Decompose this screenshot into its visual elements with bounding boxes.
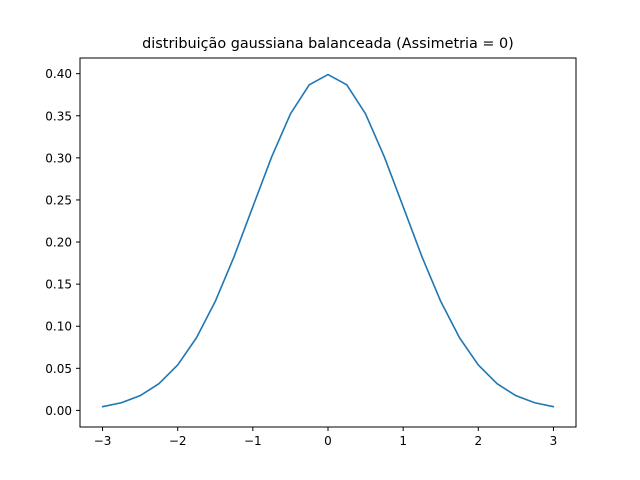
data-point bbox=[346, 84, 348, 86]
data-point bbox=[384, 156, 386, 158]
data-point bbox=[365, 113, 367, 115]
y-tick-label: 0.35 bbox=[45, 109, 72, 123]
y-tick-label: 0.20 bbox=[45, 236, 72, 250]
data-point bbox=[402, 206, 404, 208]
data-point bbox=[177, 364, 179, 366]
data-point bbox=[478, 364, 480, 366]
data-point bbox=[252, 206, 254, 208]
x-axis: −3 −2 −1 0 1 2 3 bbox=[94, 427, 558, 448]
data-point bbox=[308, 84, 310, 86]
data-point bbox=[271, 156, 273, 158]
series-layer bbox=[101, 73, 555, 408]
y-tick-label: 0.00 bbox=[45, 404, 72, 418]
y-tick-label: 0.05 bbox=[45, 362, 72, 376]
axes-frame bbox=[79, 57, 577, 428]
y-tick-label: 0.10 bbox=[45, 320, 72, 334]
data-point bbox=[158, 383, 160, 385]
data-point bbox=[496, 383, 498, 385]
data-point bbox=[214, 301, 216, 303]
data-point bbox=[196, 337, 198, 339]
data-point bbox=[440, 301, 442, 303]
data-point bbox=[327, 74, 329, 76]
data-point bbox=[459, 337, 461, 339]
data-point bbox=[421, 256, 423, 258]
data-point bbox=[139, 395, 141, 397]
data-point bbox=[534, 402, 536, 404]
x-tick-label: 1 bbox=[399, 434, 407, 448]
y-tick-label: 0.30 bbox=[45, 151, 72, 165]
data-point bbox=[102, 406, 104, 408]
series-line-0 bbox=[101, 73, 555, 408]
data-point bbox=[290, 113, 292, 115]
y-tick-label: 0.15 bbox=[45, 278, 72, 292]
plot-area: −3 −2 −1 0 1 2 3 0.000.050.100.150.200.250.300… bbox=[45, 57, 577, 448]
x-tick-label: −2 bbox=[169, 434, 187, 448]
x-tick-label: 0 bbox=[324, 434, 332, 448]
x-tick-label: −3 bbox=[94, 434, 112, 448]
x-tick-label: 3 bbox=[550, 434, 558, 448]
data-point bbox=[553, 406, 555, 408]
data-point bbox=[121, 402, 123, 404]
chart-title: distribuição gaussiana balanceada (Assim… bbox=[142, 36, 514, 52]
y-tick-label: 0.40 bbox=[45, 67, 72, 81]
data-point bbox=[515, 395, 517, 397]
y-axis: 0.00 0.05 0.10 0.15 0.20 0.25 0.30 0.35 0.40 bbox=[45, 67, 80, 418]
x-tick-label: −1 bbox=[244, 434, 262, 448]
x-tick-label: 2 bbox=[474, 434, 482, 448]
data-point bbox=[233, 256, 235, 258]
y-tick-label: 0.25 bbox=[45, 193, 72, 207]
